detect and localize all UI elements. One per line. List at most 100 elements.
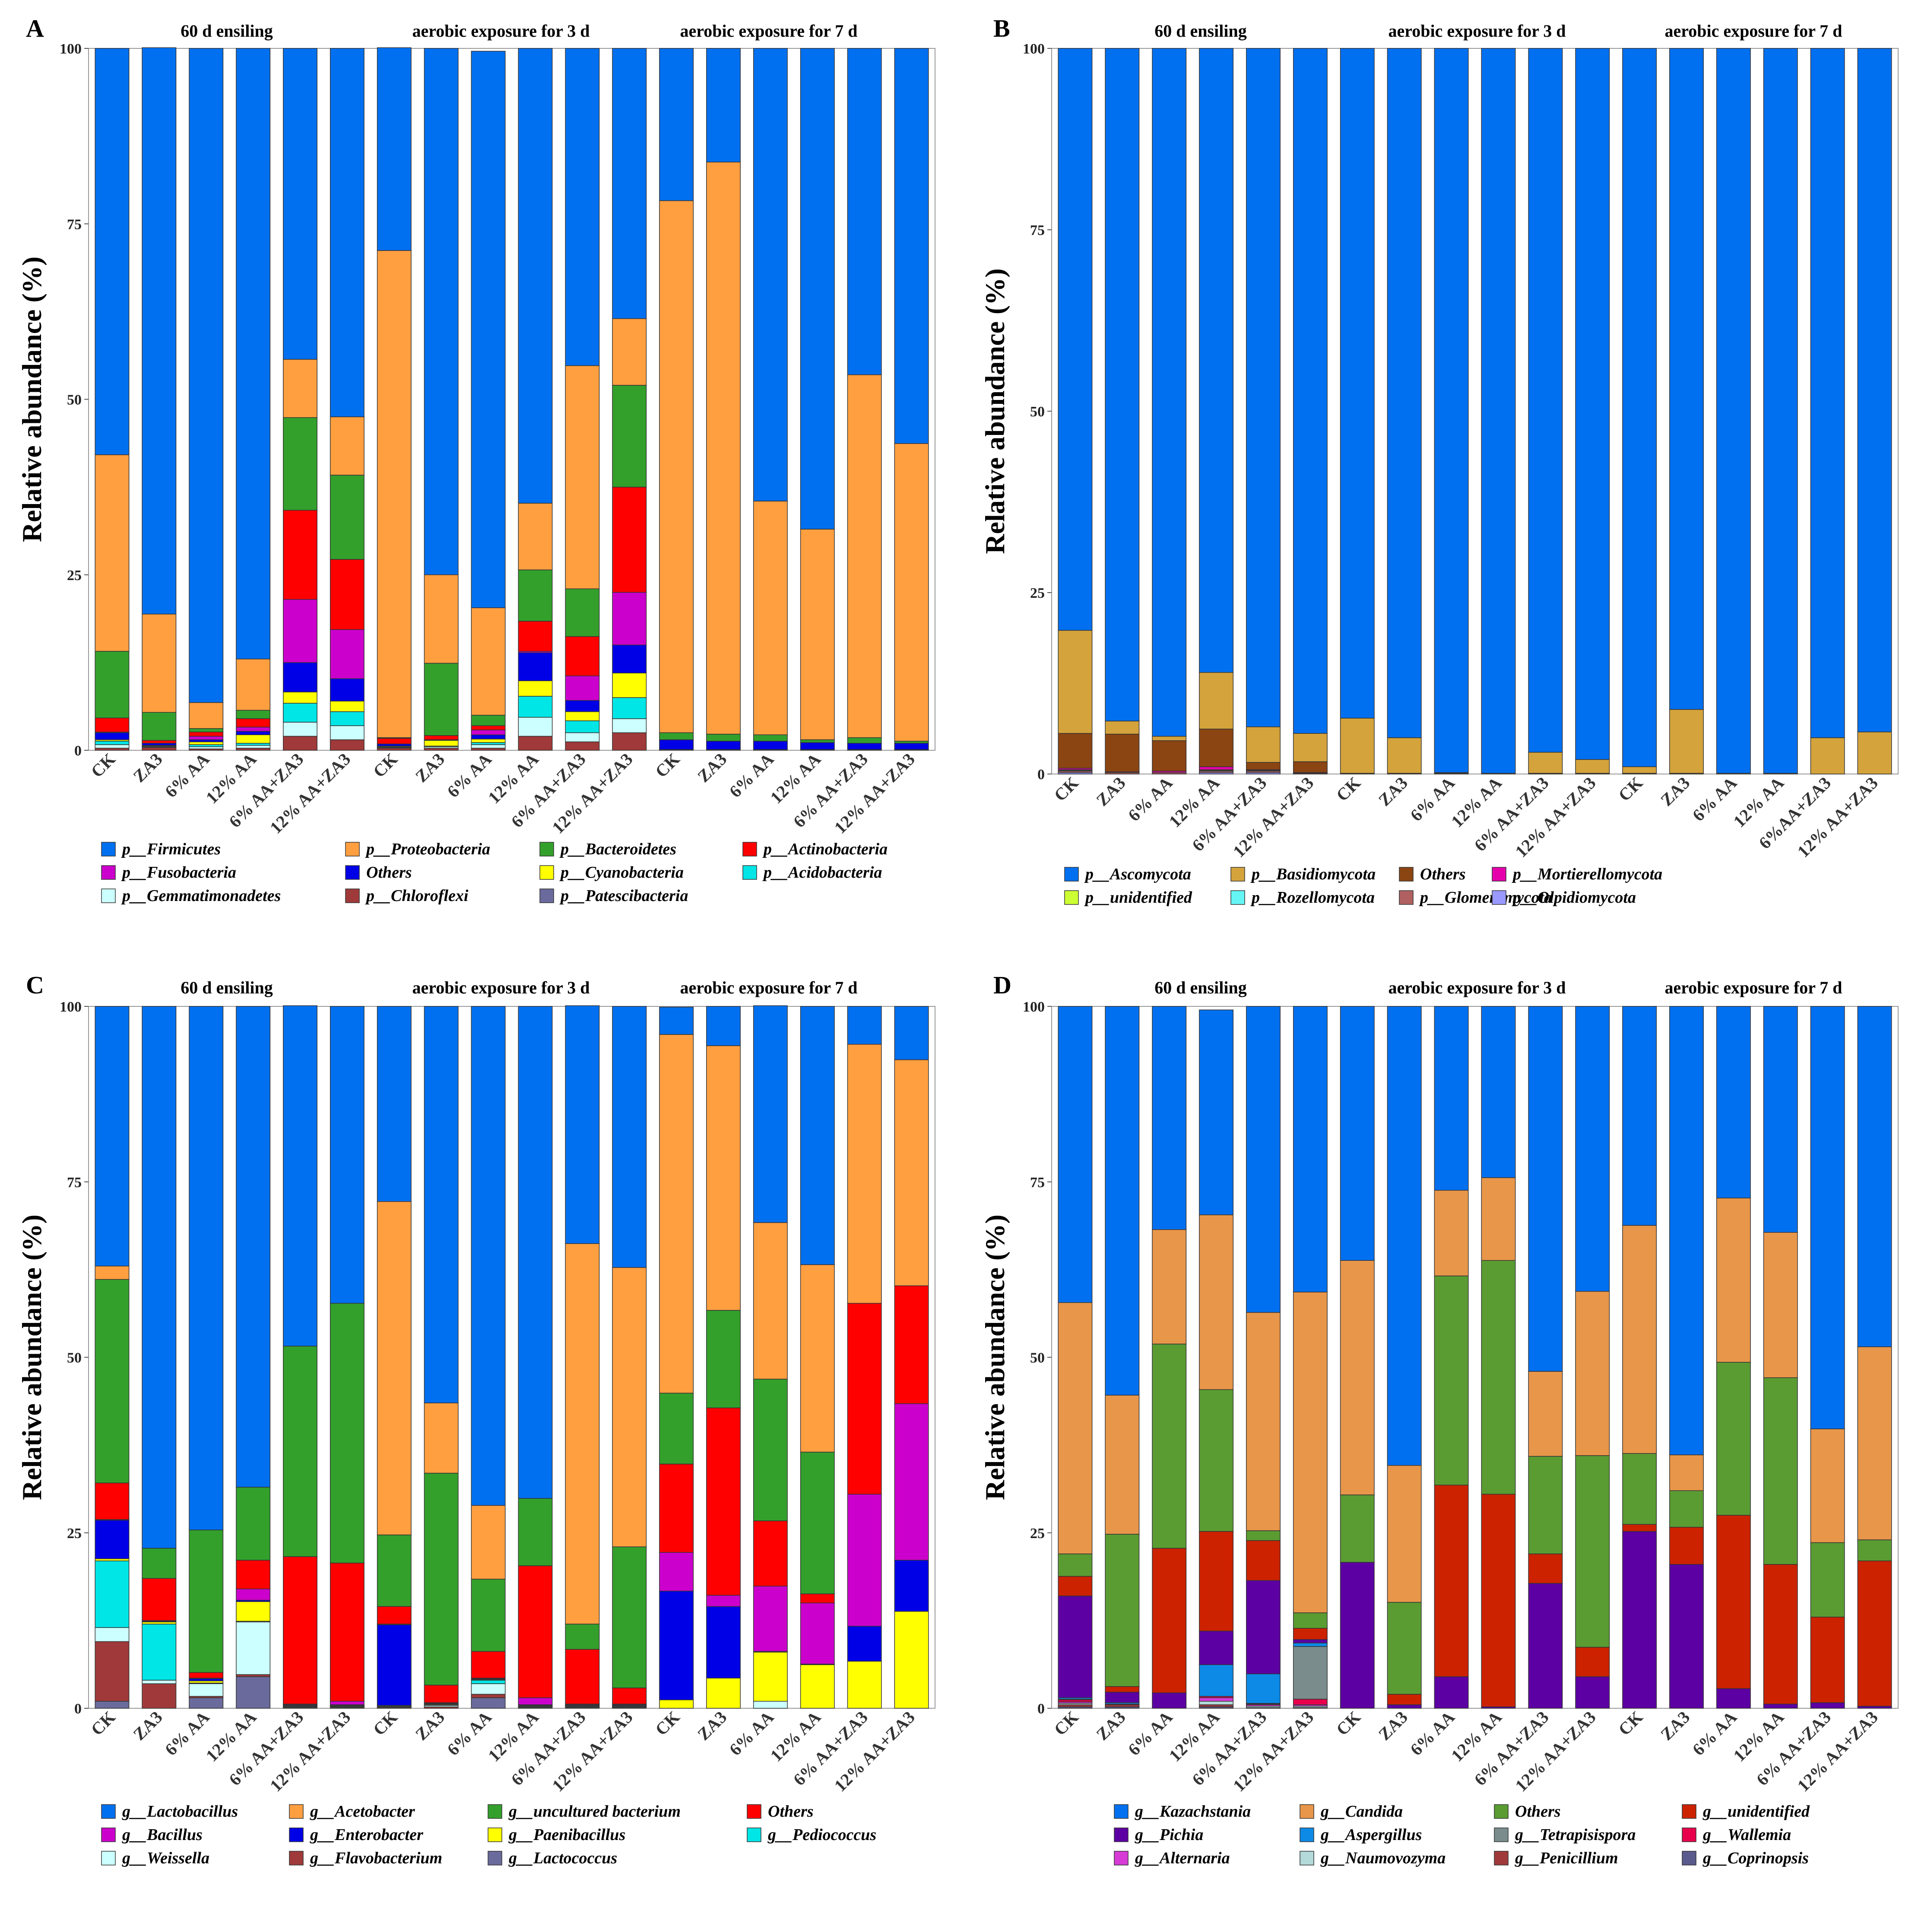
bar-segment (1434, 1676, 1469, 1709)
bar-segment (753, 1701, 788, 1709)
bar-segment (1857, 1539, 1892, 1561)
bar-segment (847, 1006, 882, 1045)
bar-segment (95, 1561, 130, 1628)
bar-segment (1246, 762, 1281, 770)
legend-label: g__Lactococcus (508, 1849, 617, 1867)
bar-segment (847, 1626, 882, 1662)
bar-segment (1293, 1612, 1328, 1629)
bar-segment (424, 48, 459, 575)
bar-segment (1340, 1006, 1375, 1261)
bar-segment (95, 1520, 130, 1559)
bar-segment (847, 374, 882, 738)
bar-segment (1575, 1455, 1610, 1648)
bar-segment (189, 1683, 224, 1697)
bar-segment (518, 569, 553, 622)
bar-segment (1857, 1006, 1892, 1347)
y-tick-label: 0 (1037, 767, 1045, 783)
bar-segment (1293, 48, 1328, 734)
bar-segment (330, 739, 365, 751)
bar-segment (518, 1697, 553, 1705)
legend-label: g__Paenibacillus (508, 1826, 625, 1844)
bar-segment (894, 1403, 929, 1561)
bar-segment (612, 1267, 647, 1547)
bar-segment (753, 501, 788, 735)
legend-label: g__Flavobacterium (310, 1849, 442, 1867)
y-tick-label: 0 (74, 1701, 82, 1717)
legend-label: p__Proteobacteria (365, 840, 490, 858)
bar-segment (612, 486, 647, 593)
group-title: 60 d ensiling (181, 978, 273, 997)
bar-segment (612, 732, 647, 751)
bar-segment (1199, 1531, 1234, 1631)
y-tick-label: 75 (67, 216, 82, 232)
bar-segment (1763, 1006, 1798, 1233)
bar-segment (95, 1266, 130, 1280)
legend-label: g__Pichia (1135, 1826, 1203, 1844)
bar-segment (236, 1676, 271, 1709)
legend-label: p__Firmicutes (121, 840, 221, 858)
legend-label: g__uncultured bacterium (508, 1802, 681, 1821)
legend-swatch (747, 1827, 761, 1842)
legend-swatch (345, 842, 360, 857)
legend-label: p__Patescibacteria (559, 887, 688, 905)
bar-segment (1340, 48, 1375, 719)
bar-segment (565, 636, 600, 676)
panel-letter: A (26, 14, 44, 42)
bar-segment (1622, 1531, 1657, 1709)
bar-segment (1246, 48, 1281, 727)
bar-segment (283, 1005, 317, 1347)
bar-segment (1293, 1291, 1328, 1613)
bar-segment (565, 732, 600, 742)
bar-segment (1293, 1639, 1328, 1643)
bar-segment (471, 1680, 506, 1684)
bar-segment (1481, 1494, 1516, 1707)
bar-segment (1105, 733, 1140, 772)
bar-segment (236, 1621, 271, 1675)
bar-segment (1199, 729, 1234, 767)
bar-segment (565, 588, 600, 637)
legend-label: Others (366, 863, 412, 882)
y-tick-label: 0 (74, 743, 82, 759)
y-tick-label: 100 (60, 999, 82, 1015)
bar-segment (1763, 1564, 1798, 1704)
bar-segment (1293, 1699, 1328, 1705)
bar-segment (283, 599, 317, 663)
legend-label: p__Fusobacteria (121, 863, 236, 882)
bar-segment (1105, 48, 1140, 722)
bar-segment (706, 1407, 741, 1596)
bar-segment (1246, 1540, 1281, 1581)
bar-segment (377, 1006, 412, 1202)
bar-segment (330, 678, 365, 701)
y-tick-label: 25 (1030, 585, 1045, 601)
y-tick-label: 50 (1030, 404, 1045, 420)
y-tick-label: 50 (67, 1350, 82, 1366)
bar-segment (1058, 733, 1093, 769)
legend-swatch (1300, 1851, 1314, 1865)
bar-segment (95, 1482, 130, 1520)
bar-segment (1340, 717, 1375, 774)
bar-segment (518, 48, 553, 504)
group-title: aerobic exposure for 7 d (680, 21, 857, 41)
legend-label: p__Mortierellomycota (1512, 865, 1662, 883)
bar-segment (1152, 1548, 1187, 1693)
bar-segment (706, 1310, 741, 1409)
bar-segment (565, 676, 600, 701)
legend-label: g__Weissella (122, 1849, 209, 1867)
bar-segment (1387, 1602, 1422, 1695)
legend-label: p__Acidobacteria (762, 863, 882, 882)
panel-B: B 60 d ensiling aerobic exposure for 3 d ae… (980, 14, 1899, 907)
bar-segment (847, 48, 882, 375)
legend-swatch (488, 1827, 502, 1842)
bar-segment (1105, 1395, 1140, 1535)
bar-segment (471, 51, 506, 608)
y-tick-label: 25 (67, 568, 82, 584)
bar-segment (471, 1651, 506, 1678)
bar-segment (659, 1590, 694, 1700)
legend-swatch (1064, 890, 1079, 905)
bar-segment (330, 1006, 365, 1304)
legend-label: p__Rozellomycota (1250, 888, 1375, 907)
bar-segment (95, 454, 130, 652)
legend-swatch (539, 842, 554, 857)
bar-segment (1669, 1454, 1704, 1491)
bar-segment (1575, 48, 1610, 760)
